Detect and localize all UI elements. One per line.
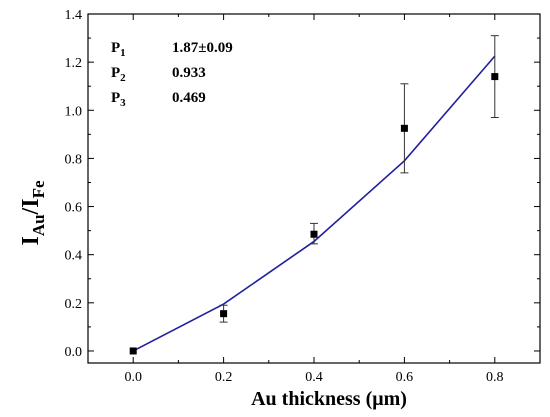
y-axis-title-sub1: Au bbox=[29, 214, 48, 236]
y-tick-label: 0.2 bbox=[65, 297, 83, 312]
y-tick-label: 1.2 bbox=[65, 56, 83, 71]
x-tick-label: 0.2 bbox=[215, 370, 233, 385]
y-tick-label: 1.0 bbox=[65, 104, 83, 119]
x-tick-label: 0.4 bbox=[305, 370, 323, 385]
y-axis-title: IAu/IFe bbox=[18, 180, 48, 245]
y-axis-title-sub2: Fe bbox=[29, 180, 48, 198]
y-tick-label: 0.0 bbox=[65, 345, 83, 360]
annotation-value: 0.469 bbox=[172, 90, 206, 106]
data-point bbox=[400, 124, 408, 132]
plot-border bbox=[87, 13, 541, 364]
x-tick-label: 0.0 bbox=[124, 370, 142, 385]
y-tick-label: 1.4 bbox=[65, 8, 83, 23]
y-tick-label: 0.8 bbox=[65, 152, 83, 167]
annotation-label: P3 bbox=[111, 90, 126, 109]
y-tick-label: 0.4 bbox=[65, 249, 83, 264]
data-point bbox=[491, 73, 499, 81]
x-axis-title: Au thickness (μm) bbox=[251, 388, 407, 410]
data-point bbox=[129, 347, 137, 355]
y-axis-title-slash: /I bbox=[18, 198, 44, 215]
x-tick-label: 0.6 bbox=[396, 370, 414, 385]
x-axis-ticks: 0.0 0.2 0.4 0.6 0.8 bbox=[124, 14, 504, 385]
annotation-label: P1 bbox=[111, 40, 126, 59]
svg-text:IAu/IFe: IAu/IFe bbox=[18, 180, 48, 245]
data-point bbox=[310, 230, 318, 238]
data-point bbox=[220, 310, 228, 318]
annotation-label: P2 bbox=[111, 65, 126, 84]
point-layer bbox=[129, 73, 499, 355]
y-axis-ticks: 0.0 0.2 0.4 0.6 0.8 1.0 1.2 1.4 bbox=[65, 8, 540, 360]
x-tick-label: 0.8 bbox=[486, 370, 504, 385]
plot-frame bbox=[87, 13, 541, 364]
annotation-value: 1.87±0.09 bbox=[172, 40, 233, 56]
errorbar-layer bbox=[219, 35, 499, 323]
annotation-layer: P1 1.87±0.09 P2 0.933 P3 0.469 bbox=[111, 40, 233, 109]
y-axis-title-main: I bbox=[18, 236, 44, 245]
y-tick-label: 0.6 bbox=[65, 201, 83, 216]
annotation-value: 0.933 bbox=[172, 65, 206, 81]
